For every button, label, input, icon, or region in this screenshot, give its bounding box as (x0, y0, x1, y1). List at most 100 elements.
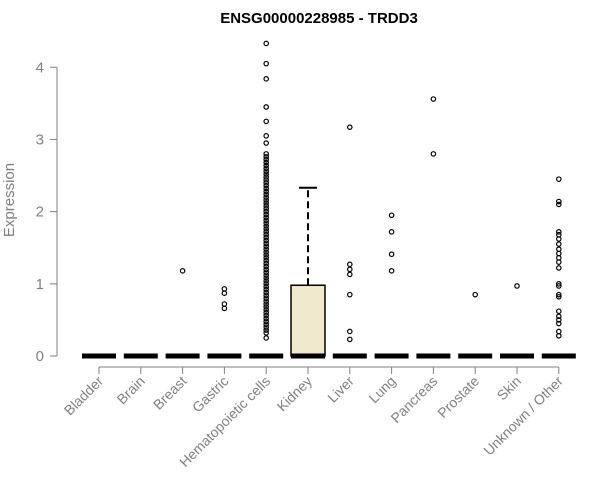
outlier-point (388, 268, 395, 274)
outlier-point (263, 278, 270, 284)
outlier-point (263, 315, 270, 322)
outlier-point (263, 229, 270, 235)
outlier-point (388, 212, 395, 219)
outlier-point (263, 151, 270, 157)
outlier-point (346, 266, 353, 273)
outlier-point (263, 304, 270, 310)
x-tick-label: Brain (113, 373, 147, 407)
chart-title: ENSG00000228985 - TRDD3 (220, 10, 418, 27)
y-tick-label: 0 (36, 348, 44, 365)
outlier-point (263, 194, 270, 200)
outlier-point (555, 241, 562, 247)
outlier-point (263, 275, 270, 281)
outlier-point (346, 261, 353, 268)
x-tick-label: Breast (150, 373, 190, 413)
box-group (416, 96, 451, 359)
x-tick-label: Liver (324, 373, 357, 406)
outlier-point (555, 265, 562, 271)
outlier-point (263, 197, 270, 203)
x-tick-label: Prostate (434, 373, 482, 421)
outlier-point (263, 298, 270, 304)
outlier-point (263, 257, 270, 264)
outlier-point (263, 174, 270, 180)
box-group (500, 283, 534, 359)
outlier-point (263, 182, 270, 189)
outlier-point (263, 312, 270, 319)
outlier-point (555, 332, 562, 339)
outlier-point (346, 336, 353, 343)
outlier-point (263, 324, 270, 330)
outlier-point (346, 328, 353, 335)
outlier-point (263, 40, 270, 47)
outlier-point (263, 307, 270, 313)
outlier-point (263, 272, 270, 278)
outlier-point (263, 211, 270, 218)
outlier-point (263, 179, 270, 186)
outlier-point (221, 305, 228, 312)
outlier-point (263, 335, 270, 341)
outlier-point (555, 317, 562, 323)
outlier-point (514, 283, 520, 289)
outlier-point (263, 289, 270, 296)
box-group (541, 176, 576, 359)
outlier-point (263, 269, 270, 276)
outlier-point (430, 151, 437, 157)
y-tick-label: 4 (36, 59, 44, 76)
outlier-point (263, 243, 270, 250)
outlier-point (555, 236, 562, 242)
outlier-point (263, 263, 270, 270)
outlier-point (263, 177, 270, 183)
outlier-point (555, 291, 562, 298)
outlier-point (263, 214, 270, 221)
outlier-point (555, 281, 562, 287)
outlier-point (263, 237, 270, 244)
outlier-point (263, 252, 270, 258)
outlier-point (263, 188, 270, 195)
outlier-point (472, 291, 479, 298)
outlier-point (555, 283, 562, 289)
outlier-point (263, 133, 270, 139)
box-iqr (290, 284, 326, 357)
outlier-point (555, 176, 562, 182)
outlier-point (263, 208, 270, 215)
box-group (458, 291, 493, 359)
boxes (82, 40, 576, 359)
outlier-point (179, 268, 186, 274)
outlier-point (263, 171, 270, 177)
outlier-point (263, 240, 270, 247)
outlier-point (263, 185, 270, 192)
outlier-point (263, 318, 270, 325)
box-group (290, 186, 326, 359)
outlier-point (263, 226, 270, 232)
outlier-point (263, 234, 270, 241)
outlier-point (555, 320, 562, 327)
outlier-point (263, 203, 270, 209)
outlier-point (263, 231, 270, 238)
outlier-point (263, 118, 270, 125)
outlier-point (263, 104, 270, 110)
outlier-point (555, 198, 562, 205)
x-tick-label: Kidney (274, 373, 316, 415)
outlier-point (263, 327, 270, 333)
outlier-point (555, 201, 562, 208)
x-tick-label: Lung (365, 373, 398, 406)
x-tick-label: Unknown / Other (480, 373, 566, 459)
outlier-point (263, 266, 270, 273)
outlier-point (555, 229, 562, 235)
outlier-point (263, 217, 270, 224)
outlier-point (555, 259, 562, 265)
outlier-point (263, 156, 270, 163)
outlier-point (263, 162, 270, 169)
outlier-point (263, 140, 270, 146)
y-tick-label: 3 (36, 131, 44, 148)
y-tick-label: 2 (36, 204, 44, 221)
outlier-point (263, 200, 270, 206)
outlier-point (263, 60, 270, 67)
x-tick-label: Bladder (61, 373, 107, 419)
outlier-point (263, 220, 270, 226)
outlier-point (346, 124, 353, 130)
outlier-point (263, 249, 270, 255)
x-tick-label: Skin (494, 373, 525, 404)
